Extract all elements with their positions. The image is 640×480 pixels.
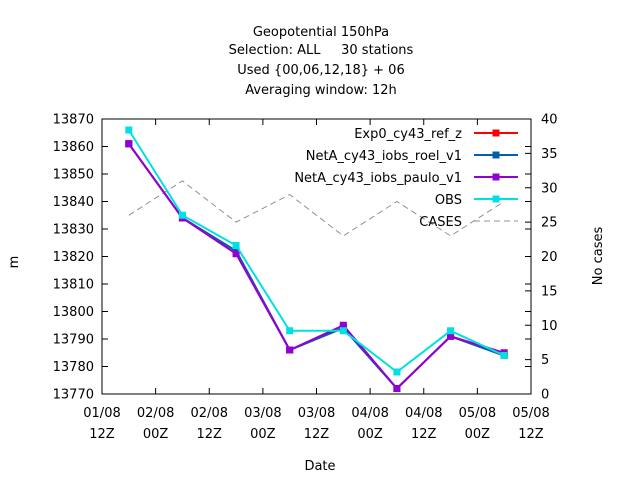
y-tick-label: 13870 (53, 113, 94, 128)
series-line-cases (128, 180, 505, 237)
data-point-neta-cy43-iobs-paulo-v1 (286, 346, 294, 354)
y-tick-label: 13800 (53, 305, 94, 320)
y2-tick-label: 20 (541, 250, 558, 265)
legend-label: NetA_cy43_iobs_roel_v1 (306, 149, 462, 164)
y2-tick-label: 0 (541, 388, 549, 403)
x-axis-label: Date (304, 459, 335, 474)
data-point-obs (339, 327, 347, 335)
legend-label: NetA_cy43_iobs_paulo_v1 (294, 171, 462, 186)
x-tick-label-date: 04/08 (405, 406, 442, 421)
y2-tick-label: 35 (541, 147, 558, 162)
x-tick-label-hour: 12Z (89, 427, 115, 442)
y2-axis: 0 5 10 15 20 25 30 35 40 (525, 113, 558, 403)
x-tick-label-date: 02/08 (191, 406, 228, 421)
x-tick-label-date: 03/08 (298, 406, 335, 421)
y-tick-label: 13810 (53, 278, 94, 293)
y-tick-label: 13780 (53, 360, 94, 375)
x-tick-label-hour: 12Z (411, 427, 437, 442)
data-point-neta-cy43-iobs-paulo-v1 (393, 385, 401, 392)
legend: Exp0_cy43_ref_z NetA_cy43_iobs_roel_v1 Net… (294, 127, 518, 230)
x-tick-label-hour: 00Z (357, 427, 383, 442)
y2-tick-label: 10 (541, 319, 558, 334)
data-point-obs (286, 327, 294, 335)
data-point-obs (500, 352, 508, 359)
y-axis: 13770 13780 13790 13800 13810 13820 13830 13840… (53, 113, 531, 403)
y2-tick-label: 40 (541, 113, 558, 128)
title-line-2: Selection: ALL 30 stations (229, 43, 414, 58)
legend-label: OBS (435, 193, 462, 208)
series (125, 126, 508, 392)
series-line-obs (127, 129, 505, 374)
y2-tick-label: 15 (541, 284, 558, 299)
chart-title: Geopotential 150hPa Selection: ALL 30 st… (229, 25, 414, 98)
x-tick-label-hour: 12Z (197, 427, 223, 442)
title-line-4: Averaging window: 12h (245, 83, 397, 98)
x-axis: 01/08 12Z 02/08 00Z 02/08 12Z 03/08 00Z 03/08 12Z… (83, 119, 550, 442)
legend-label: Exp0_cy43_ref_z (354, 127, 462, 142)
y-tick-label: 13860 (53, 140, 94, 155)
y-tick-label: 13830 (53, 223, 94, 238)
data-point-obs (393, 368, 401, 376)
x-tick-label-date: 05/08 (512, 406, 549, 421)
data-point-obs (447, 327, 455, 335)
x-tick-label-hour: 00Z (143, 427, 169, 442)
x-tick-label-date: 04/08 (351, 406, 388, 421)
data-point-neta-cy43-iobs-paulo-v1 (339, 321, 347, 329)
series-line-neta-cy43-iobs-paulo-v1 (127, 143, 505, 390)
title-line-1: Geopotential 150hPa (253, 25, 389, 40)
x-tick-label-hour: 12Z (304, 427, 330, 442)
y2-tick-label: 5 (541, 353, 549, 368)
legend-label: CASES (419, 215, 462, 230)
y-tick-label: 13820 (53, 250, 94, 265)
x-tick-label-hour: 00Z (250, 427, 276, 442)
x-tick-label-date: 03/08 (244, 406, 281, 421)
y2-tick-label: 30 (541, 181, 558, 196)
y-tick-label: 13790 (53, 333, 94, 348)
data-point-obs (232, 242, 240, 249)
y-tick-label: 13840 (53, 195, 94, 210)
y2-axis-label: No cases (591, 227, 606, 286)
legend-marker-exp0-cy43-ref-z (492, 129, 500, 137)
title-line-3: Used {00,06,12,18} + 06 (237, 63, 404, 78)
y-axis-label: m (7, 256, 22, 269)
legend-marker-neta-cy43-iobs-paulo-v1 (492, 173, 500, 181)
x-tick-label-date: 01/08 (83, 406, 120, 421)
data-point-neta-cy43-iobs-paulo-v1 (447, 332, 455, 340)
x-tick-label-hour: 12Z (518, 427, 544, 442)
x-tick-label-date: 02/08 (137, 406, 174, 421)
y-tick-label: 13850 (53, 168, 94, 183)
legend-marker-obs (492, 195, 500, 203)
legend-marker-neta-cy43-iobs-roel-v1 (492, 151, 500, 159)
x-tick-label-date: 05/08 (459, 406, 496, 421)
data-point-neta-cy43-iobs-paulo-v1 (232, 250, 240, 258)
y2-tick-label: 25 (541, 216, 558, 231)
data-point-obs (125, 126, 133, 134)
data-point-obs (178, 211, 186, 219)
y-tick-label: 13770 (53, 388, 94, 403)
data-point-neta-cy43-iobs-paulo-v1 (125, 140, 133, 148)
x-tick-label-hour: 00Z (465, 427, 491, 442)
